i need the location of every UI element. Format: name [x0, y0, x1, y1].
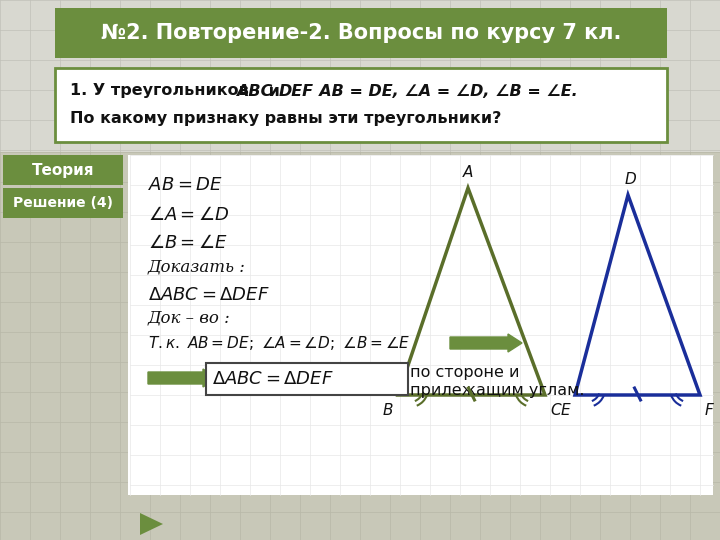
- Text: $\angle B = \angle E$: $\angle B = \angle E$: [148, 234, 228, 252]
- Text: E: E: [560, 403, 570, 418]
- Text: и: и: [263, 84, 286, 98]
- Text: прилежащим углам.: прилежащим углам.: [410, 382, 585, 397]
- Text: $Т.к.\ AB = DE;\ \angle A = \angle D;\ \angle B = \angle E$: $Т.к.\ AB = DE;\ \angle A = \angle D;\ \…: [148, 334, 410, 352]
- Text: B: B: [382, 403, 393, 418]
- Text: $\Delta ABC = \Delta DEF$: $\Delta ABC = \Delta DEF$: [212, 370, 334, 388]
- Text: ABC: ABC: [236, 84, 272, 98]
- FancyBboxPatch shape: [3, 188, 123, 218]
- Text: $AB = DE$: $AB = DE$: [148, 176, 223, 194]
- FancyArrow shape: [450, 334, 522, 352]
- Text: Доказать :: Доказать :: [148, 259, 246, 275]
- FancyBboxPatch shape: [0, 152, 720, 540]
- Text: $\Delta ABC = \Delta DEF$: $\Delta ABC = \Delta DEF$: [148, 286, 270, 304]
- FancyBboxPatch shape: [3, 155, 123, 185]
- FancyBboxPatch shape: [55, 8, 667, 58]
- Text: №2. Повторение-2. Вопросы по курсу 7 кл.: №2. Повторение-2. Вопросы по курсу 7 кл.: [101, 23, 621, 43]
- FancyBboxPatch shape: [128, 155, 713, 495]
- Text: Теория: Теория: [32, 163, 94, 178]
- Text: D: D: [624, 172, 636, 187]
- Text: Решение (4): Решение (4): [13, 196, 113, 210]
- FancyBboxPatch shape: [206, 363, 408, 395]
- FancyArrow shape: [148, 369, 217, 387]
- FancyBboxPatch shape: [55, 68, 667, 142]
- Text: По какому признаку равны эти треугольники?: По какому признаку равны эти треугольник…: [70, 111, 501, 125]
- Text: $\angle A = \angle D$: $\angle A = \angle D$: [148, 206, 230, 224]
- Text: 1. У треугольников: 1. У треугольников: [70, 84, 254, 98]
- Text: F: F: [705, 403, 714, 418]
- Text: Док – во :: Док – во :: [148, 309, 230, 327]
- Text: C: C: [550, 403, 561, 418]
- Text: по стороне и: по стороне и: [410, 364, 520, 380]
- Text: AB = DE, ∠A = ∠D, ∠B = ∠E.: AB = DE, ∠A = ∠D, ∠B = ∠E.: [308, 84, 577, 98]
- Text: A: A: [463, 165, 473, 180]
- Text: DEF: DEF: [279, 84, 314, 98]
- Polygon shape: [140, 513, 163, 535]
